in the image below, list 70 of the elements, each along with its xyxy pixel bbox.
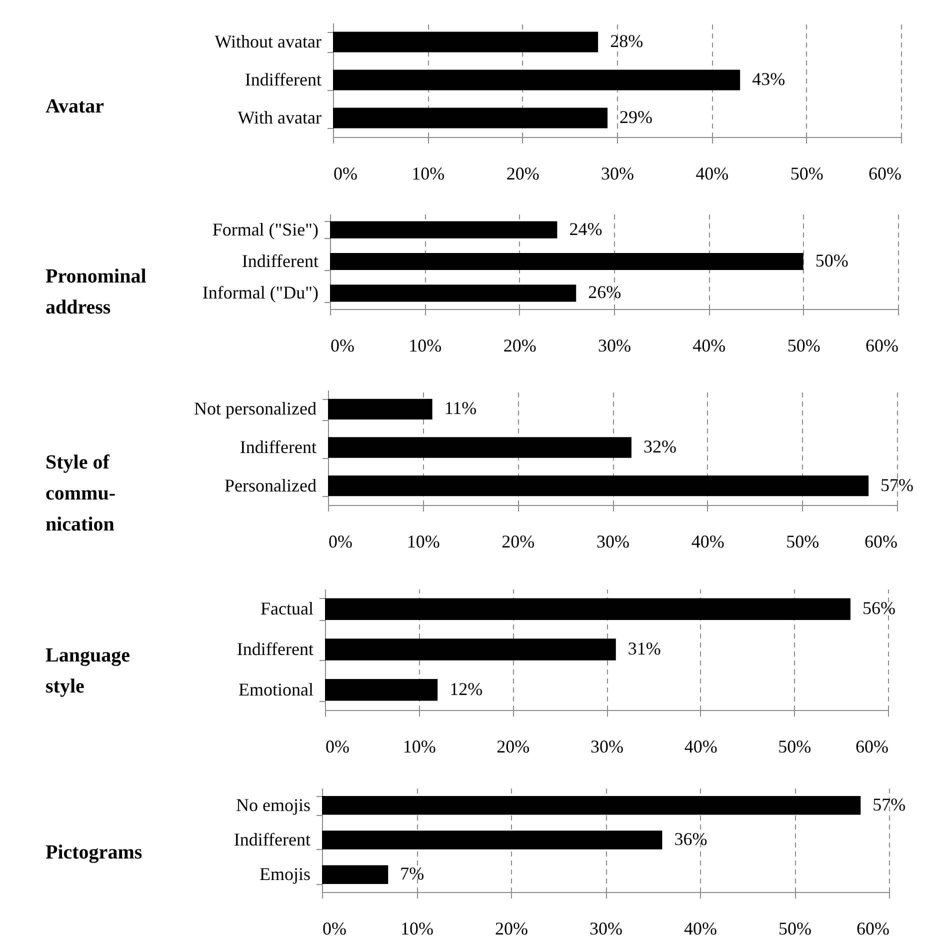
x-tick-label: 40% xyxy=(692,336,726,356)
x-tick-label: 20% xyxy=(502,532,535,552)
x-tick-label: 10% xyxy=(412,164,445,184)
x-tick-label: 20% xyxy=(506,164,540,184)
x-tick-label: 20% xyxy=(503,336,536,356)
x-tick-label: 20% xyxy=(495,918,528,938)
data-label: 24% xyxy=(569,218,602,239)
y-axis-title: Language style xyxy=(46,644,130,698)
x-tick-label: 60% xyxy=(864,532,898,552)
data-label: 32% xyxy=(643,436,676,456)
x-tick-label: 30% xyxy=(590,736,624,756)
x-tick-label: 0% xyxy=(326,736,350,756)
x-tick-label: 40% xyxy=(696,164,729,184)
x-tick-label: 0% xyxy=(334,164,358,184)
x-tick-label: 10% xyxy=(400,918,434,938)
data-label: 12% xyxy=(450,678,483,699)
x-tick-label: 0% xyxy=(328,532,352,552)
x-tick-label: 0% xyxy=(330,336,354,356)
y-tick-label: Indifferent xyxy=(236,639,314,659)
x-tick-label: 30% xyxy=(596,532,630,552)
data-label: 57% xyxy=(872,794,906,814)
y-tick-label: Indifferent xyxy=(244,70,322,90)
x-tick-label: 60% xyxy=(856,736,888,756)
x-tick-label: 50% xyxy=(778,918,812,938)
y-tick-label: Emojis xyxy=(259,864,310,884)
data-label: 56% xyxy=(862,598,896,618)
y-tick-label: Not personalized xyxy=(194,398,316,419)
x-tick-label: 10% xyxy=(408,336,442,356)
x-tick-label: 10% xyxy=(402,736,436,756)
x-tick-label: 40% xyxy=(691,532,724,552)
x-tick-label: 40% xyxy=(684,736,718,756)
data-label: 36% xyxy=(674,829,708,849)
x-tick-label: 50% xyxy=(786,532,820,552)
y-tick-label: With avatar xyxy=(238,108,322,128)
data-label: 29% xyxy=(620,107,653,127)
data-label: 28% xyxy=(610,31,644,51)
y-tick-label: Without avatar xyxy=(214,32,322,52)
x-tick-label: 30% xyxy=(590,918,622,938)
data-label: 7% xyxy=(400,864,424,884)
x-tick-label: 60% xyxy=(868,164,902,184)
data-label: 50% xyxy=(815,250,848,270)
x-tick-label: 20% xyxy=(496,736,530,756)
x-tick-label: 50% xyxy=(787,336,820,356)
y-axis-title: Avatar xyxy=(46,96,104,118)
x-tick-label: 30% xyxy=(598,336,631,356)
y-tick-label: Factual xyxy=(260,598,314,619)
data-label: 26% xyxy=(588,282,622,302)
y-axis-title: Pronominal address xyxy=(46,266,147,318)
y-tick-label: Informal ("Du") xyxy=(202,282,319,303)
x-tick-label: 10% xyxy=(406,532,440,552)
data-label: 11% xyxy=(444,398,477,418)
x-tick-label: 60% xyxy=(856,918,890,938)
y-tick-label: Indifferent xyxy=(242,251,318,271)
data-label: 43% xyxy=(752,69,786,89)
x-tick-label: 50% xyxy=(790,164,824,184)
x-tick-label: 30% xyxy=(601,164,634,184)
y-tick-label: Emotional xyxy=(238,679,314,700)
y-tick-label: No emojis xyxy=(236,794,310,815)
data-label: 31% xyxy=(628,638,661,658)
x-tick-label: 50% xyxy=(778,736,812,756)
y-tick-label: Personalized xyxy=(224,475,316,496)
x-tick-label: 40% xyxy=(684,918,717,938)
x-tick-label: 0% xyxy=(322,918,346,938)
y-tick-label: Indifferent xyxy=(240,437,316,457)
y-axis-title: Pictograms xyxy=(46,842,142,864)
y-tick-label: Formal ("Sie") xyxy=(212,219,318,240)
data-label: 57% xyxy=(880,474,914,495)
x-tick-label: 60% xyxy=(866,336,898,356)
y-axis-title: Style of commu- nication xyxy=(46,452,116,536)
y-tick-label: Indifferent xyxy=(234,830,310,850)
